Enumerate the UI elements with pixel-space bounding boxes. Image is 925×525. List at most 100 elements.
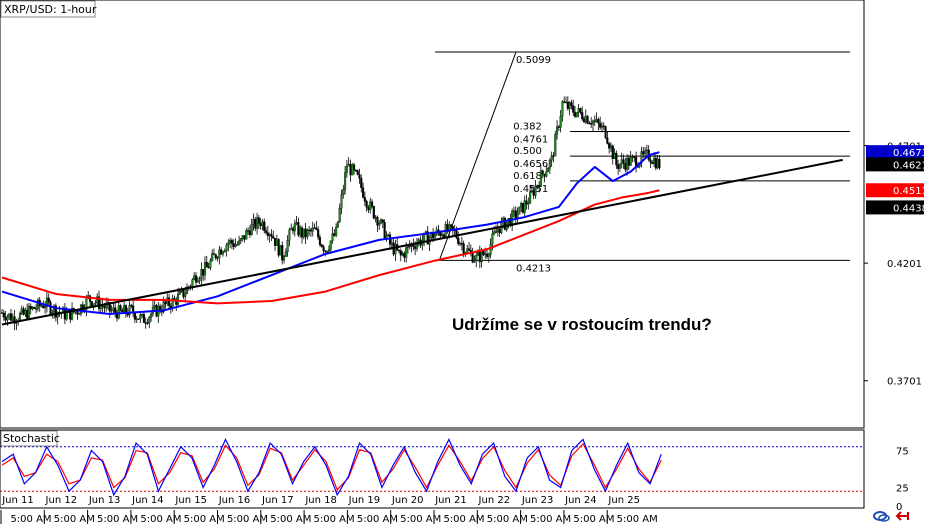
candle-body: [214, 254, 217, 259]
candle: [572, 99, 575, 116]
candle-body: [110, 309, 113, 312]
candle: [338, 203, 341, 224]
candle: [331, 226, 334, 244]
candle-body: [525, 200, 528, 205]
candle-body: [556, 126, 559, 135]
ma-red-line: [1, 189, 660, 305]
time-tick-label: 5:00 AM: [443, 514, 484, 525]
candle-body: [559, 116, 562, 128]
candle-body: [335, 226, 338, 236]
candle-body: [376, 216, 379, 226]
candle-body: [4, 317, 7, 321]
candle-body: [284, 251, 287, 257]
candle-body: [523, 200, 526, 213]
candle-body: [442, 234, 445, 238]
candle: [579, 107, 582, 115]
candle-body: [35, 308, 38, 310]
candle-body: [290, 228, 293, 230]
candle: [622, 154, 625, 169]
candle: [581, 106, 584, 121]
price-badge: [866, 183, 924, 198]
candle-body: [545, 171, 548, 177]
candle-body: [593, 120, 596, 123]
candle-body: [130, 304, 133, 307]
candle-body: [532, 190, 535, 196]
candle-body: [604, 126, 607, 138]
candle-body: [191, 279, 194, 287]
candle: [615, 150, 618, 169]
candle: [47, 293, 50, 307]
candle-body: [308, 229, 311, 232]
candle-body: [241, 235, 244, 239]
candle: [329, 240, 332, 254]
candle: [467, 242, 471, 252]
candle: [473, 255, 476, 264]
candle-body: [491, 233, 494, 245]
candle: [370, 199, 374, 209]
candle-body: [261, 221, 264, 226]
candle-body: [548, 159, 551, 169]
arrow-icon[interactable]: [895, 511, 909, 521]
date-tick-label: Jun 13: [88, 495, 121, 506]
candle-body: [139, 314, 142, 320]
candle: [475, 251, 478, 268]
candle-body: [563, 101, 566, 103]
candle: [618, 163, 621, 172]
candle-body: [194, 275, 198, 283]
moving-averages: [1, 151, 660, 315]
candle-body: [370, 201, 374, 207]
candle-body: [473, 260, 476, 263]
candle-body: [467, 248, 471, 251]
candle-body: [198, 278, 201, 282]
candle-body: [47, 297, 50, 303]
price-badge: [866, 157, 924, 172]
stochastic-label: Stochastic: [3, 432, 60, 445]
candle-body: [561, 101, 564, 117]
candle-body: [247, 230, 250, 232]
candle: [214, 253, 217, 261]
candle: [376, 215, 379, 232]
candle-body: [65, 312, 68, 320]
candle: [146, 318, 149, 325]
candle: [322, 244, 325, 255]
candle: [288, 227, 291, 247]
candle: [238, 235, 241, 246]
candle: [541, 169, 544, 179]
refresh-icon[interactable]: [873, 511, 890, 522]
price-badge-label: 0.4438: [893, 203, 925, 214]
candle: [599, 116, 602, 130]
stochastic-k-line: [1, 437, 662, 497]
candle: [205, 255, 208, 268]
candle-body: [457, 237, 460, 245]
candle-body: [212, 253, 216, 255]
candle-body: [315, 227, 318, 230]
price-badge-label: 0.4511: [893, 186, 925, 197]
candle-body: [581, 112, 584, 120]
candle-body: [403, 253, 406, 258]
candle: [234, 238, 237, 248]
candle: [196, 276, 199, 283]
candle: [212, 248, 216, 255]
candle-body: [527, 203, 530, 205]
candle: [225, 242, 228, 257]
candle: [114, 301, 117, 318]
candle: [223, 248, 226, 253]
candle: [503, 216, 507, 231]
candle: [130, 303, 133, 309]
candle: [277, 238, 280, 258]
candle: [593, 115, 596, 126]
candle-body: [459, 243, 462, 245]
candle: [399, 248, 402, 262]
stochastic-tick-label: 25: [896, 484, 909, 495]
candle-body: [573, 112, 577, 117]
candle-body: [281, 245, 284, 261]
candle-body: [356, 170, 359, 175]
candle: [173, 295, 176, 301]
candle: [644, 146, 647, 158]
candle-body: [320, 244, 323, 247]
candle-body: [564, 101, 568, 104]
candle-body: [40, 305, 43, 307]
candle-body: [387, 234, 390, 236]
candle-body: [211, 253, 214, 261]
price-tick-label: 0.4201: [887, 259, 922, 270]
